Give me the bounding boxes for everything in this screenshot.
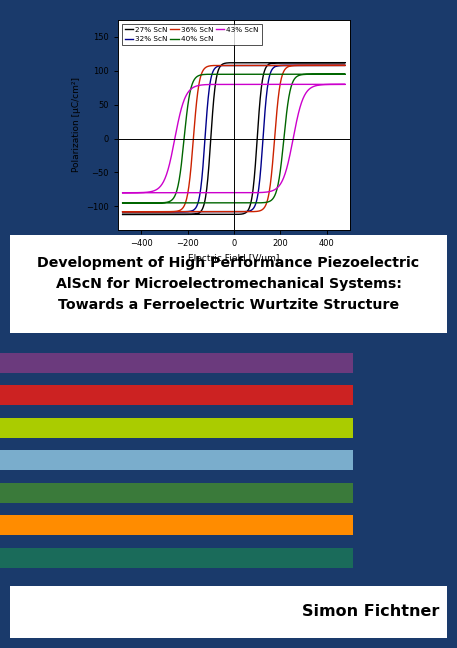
Text: Development of High Performance Piezoelectric
AlScN for Microelectromechanical S: Development of High Performance Piezoele…: [37, 256, 420, 312]
Bar: [0, 385, 353, 405]
Bar: [0, 417, 353, 437]
Bar: [0, 548, 353, 568]
Bar: [10, 586, 447, 638]
Bar: [0, 483, 353, 502]
X-axis label: Electric Field [V/μm]: Electric Field [V/μm]: [188, 253, 280, 262]
Legend: 27% ScN, 32% ScN, 36% ScN, 40% ScN, 43% ScN: 27% ScN, 32% ScN, 36% ScN, 40% ScN, 43% …: [122, 23, 262, 45]
Bar: [10, 235, 447, 333]
Bar: [0, 515, 353, 535]
Y-axis label: Polarization [μC/cm²]: Polarization [μC/cm²]: [72, 78, 81, 172]
Bar: [0, 450, 353, 470]
Bar: [0, 353, 353, 373]
Text: Simon Fichtner: Simon Fichtner: [302, 605, 439, 619]
